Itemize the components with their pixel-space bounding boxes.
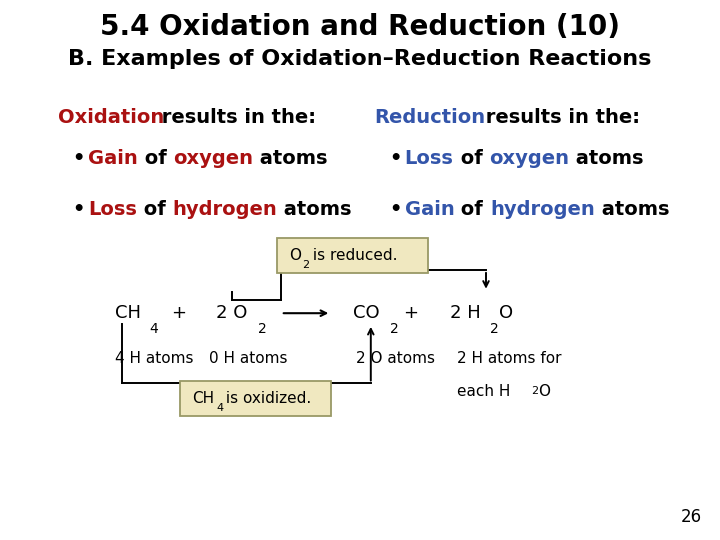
- Text: hydrogen: hydrogen: [172, 200, 277, 219]
- FancyBboxPatch shape: [277, 238, 428, 273]
- Text: CH: CH: [115, 304, 141, 322]
- Text: O: O: [499, 304, 513, 322]
- Text: CH: CH: [192, 391, 215, 406]
- Text: results in the:: results in the:: [155, 108, 316, 127]
- Text: each H: each H: [457, 384, 510, 400]
- Text: 2 O: 2 O: [216, 304, 248, 322]
- Text: of: of: [138, 148, 173, 167]
- Text: 4 H atoms: 4 H atoms: [115, 351, 194, 366]
- Text: hydrogen: hydrogen: [490, 200, 595, 219]
- Text: +: +: [403, 304, 418, 322]
- Text: O: O: [289, 248, 302, 262]
- Text: 2: 2: [490, 322, 499, 336]
- Text: atoms: atoms: [253, 148, 328, 167]
- Text: +: +: [171, 304, 186, 322]
- Text: 2 O atoms: 2 O atoms: [356, 351, 436, 366]
- Text: 26: 26: [681, 509, 702, 526]
- Text: •: •: [389, 200, 401, 219]
- Text: 2: 2: [531, 386, 539, 396]
- Text: 4: 4: [216, 403, 223, 413]
- Text: Reduction: Reduction: [374, 108, 485, 127]
- Text: is reduced.: is reduced.: [308, 248, 397, 262]
- Text: 2: 2: [302, 260, 310, 270]
- Text: Oxidation: Oxidation: [58, 108, 164, 127]
- Text: 2: 2: [390, 322, 399, 336]
- Text: CO: CO: [353, 304, 379, 322]
- Text: 5.4 Oxidation and Reduction (10): 5.4 Oxidation and Reduction (10): [100, 14, 620, 42]
- FancyBboxPatch shape: [180, 381, 331, 416]
- Text: 2 H atoms for: 2 H atoms for: [457, 351, 562, 366]
- Text: Gain: Gain: [88, 148, 138, 167]
- Text: of: of: [454, 148, 489, 167]
- Text: of: of: [137, 200, 172, 219]
- Text: 0 H atoms: 0 H atoms: [209, 351, 287, 366]
- Text: oxygen: oxygen: [173, 148, 253, 167]
- Text: O: O: [538, 384, 550, 400]
- Text: •: •: [72, 200, 84, 219]
- Text: atoms: atoms: [595, 200, 669, 219]
- Text: atoms: atoms: [277, 200, 351, 219]
- Text: 2: 2: [258, 322, 266, 336]
- Text: •: •: [389, 148, 401, 167]
- Text: Gain: Gain: [405, 200, 454, 219]
- Text: •: •: [72, 148, 84, 167]
- Text: of: of: [454, 200, 490, 219]
- Text: atoms: atoms: [569, 148, 644, 167]
- Text: Loss: Loss: [405, 148, 454, 167]
- Text: Loss: Loss: [88, 200, 137, 219]
- Text: 4: 4: [150, 322, 158, 336]
- Text: B. Examples of Oxidation–Reduction Reactions: B. Examples of Oxidation–Reduction React…: [68, 49, 652, 69]
- Text: results in the:: results in the:: [479, 108, 640, 127]
- Text: 2 H: 2 H: [450, 304, 481, 322]
- Text: is oxidized.: is oxidized.: [221, 391, 311, 406]
- Text: oxygen: oxygen: [489, 148, 569, 167]
